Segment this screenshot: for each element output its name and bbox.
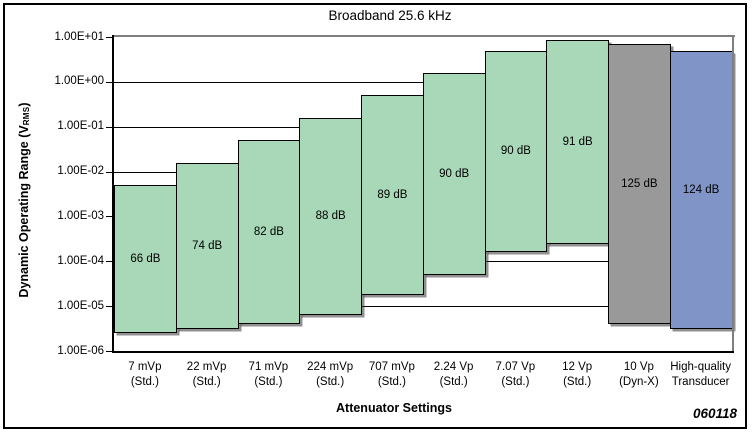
x-tick-label-line1: 707 mVp (368, 361, 415, 373)
bar-range-label: 89 dB (377, 189, 408, 202)
figure-code: 060118 (692, 406, 737, 421)
x-tick-label-line2: Transducer (671, 375, 730, 388)
y-tick (106, 261, 112, 263)
x-tick-label-12-vp-std: 12 Vp (Std.) (532, 360, 622, 389)
y-axis-line (112, 34, 114, 352)
bar-range-label: 82 dB (253, 226, 284, 239)
x-tick-label-10-vp-dyn-x: 10 Vp (Dyn-X) (594, 360, 684, 389)
y-tick-label: 1.00E+00 (54, 75, 104, 88)
y-tick-label: 1.00E-03 (57, 209, 104, 222)
bar-71-mvp-std: 82 dB (237, 140, 301, 325)
x-tick-label-line1: 224 mVp (307, 361, 354, 373)
bar-range-label: 90 dB (500, 145, 531, 158)
y-tick (106, 171, 112, 173)
bar-707-mvp-std: 89 dB (361, 95, 424, 296)
bar-range-label: 90 dB (439, 167, 470, 180)
x-tick-label-line1: 7.07 Vp (495, 361, 536, 373)
y-tick-label: 1.00E-02 (57, 165, 104, 178)
x-tick-label-line2: (Std.) (192, 375, 221, 388)
y-tick (106, 216, 112, 218)
x-axis-line (112, 351, 734, 353)
bar-range-label: 88 dB (315, 210, 346, 223)
bar-range-label: 74 dB (192, 239, 223, 252)
x-tick-label-line1: 2.24 Vp (433, 361, 474, 373)
x-tick-label-line1: 7 mVp (128, 361, 162, 373)
x-tick-label-7-07-vp-std: 7.07 Vp (Std.) (471, 360, 561, 389)
x-tick-label-7-mvp-std: 7 mVp (Std.) (100, 360, 190, 389)
x-tick-label-high-quality-transducer: High-quality Transducer (656, 360, 746, 389)
bar-224-mvp-std: 88 dB (299, 117, 362, 316)
x-tick-label-707-mvp-std: 707 mVp (Std.) (347, 360, 437, 389)
bar-12-vp-std: 91 dB (546, 40, 609, 245)
x-tick-label-line1: 22 mVp (186, 361, 227, 373)
bar-10-vp-dyn-x: 125 dB (608, 43, 671, 325)
y-tick (106, 351, 112, 352)
x-axis-title: Attenuator Settings (336, 401, 452, 415)
bar-range-label: 124 dB (682, 183, 720, 196)
x-tick-label-line2: (Std.) (130, 375, 159, 388)
bar-range-label: 66 dB (130, 253, 161, 266)
bar-2-24-vp-std: 90 dB (422, 72, 486, 275)
bar-high-quality-transducer: 124 dB (669, 50, 733, 329)
x-tick-label-line1: 10 Vp (623, 361, 654, 373)
plot-frame-right (731, 34, 734, 351)
y-tick-label: 1.00E-01 (57, 120, 104, 133)
y-tick-label: 1.00E-05 (57, 299, 104, 312)
x-tick-label-line2: (Std.) (316, 375, 345, 388)
bar-range-label: 91 dB (562, 136, 593, 149)
y-axis-title-close: ) (17, 102, 31, 107)
x-tick-label-2-24-vp-std: 2.24 Vp (Std.) (409, 360, 499, 389)
x-tick-label-224-mvp-std: 224 mVp (Std.) (285, 360, 375, 389)
y-tick (106, 37, 112, 38)
y-tick (106, 126, 112, 128)
y-tick-label: 1.00E+01 (54, 30, 104, 43)
figure-border (3, 3, 747, 429)
x-tick-label-22-mvp-std: 22 mVp (Std.) (162, 360, 252, 389)
chart-title: Broadband 25.6 kHz (328, 8, 452, 23)
x-tick-label-line1: 71 mVp (248, 361, 289, 373)
x-tick-label-line1: 12 Vp (562, 361, 593, 373)
bar-7-mvp-std: 66 dB (114, 185, 177, 334)
y-tick (106, 306, 112, 308)
x-tick-label-line2: (Std.) (563, 375, 592, 388)
x-tick-label-71-mvp-std: 71 mVp (Std.) (224, 360, 314, 389)
x-tick-label-line2: (Std.) (501, 375, 530, 388)
bar-7-07-vp-std: 90 dB (484, 50, 548, 253)
x-tick-label-line1: High-quality (670, 361, 731, 373)
x-tick-label-line2: (Std.) (439, 375, 468, 388)
y-tick-label: 1.00E-06 (57, 344, 104, 357)
bar-range-label: 125 dB (621, 177, 658, 190)
y-tick (106, 81, 112, 83)
gridline (114, 306, 734, 308)
x-tick-label-line2: (Std.) (377, 375, 406, 388)
x-tick-label-line2: (Std.) (254, 375, 283, 388)
y-tick-label: 1.00E-04 (57, 254, 104, 267)
x-tick-label-line2: (Dyn-X) (619, 375, 659, 388)
plot-frame-top (112, 34, 735, 37)
bar-22-mvp-std: 74 dB (175, 162, 239, 329)
